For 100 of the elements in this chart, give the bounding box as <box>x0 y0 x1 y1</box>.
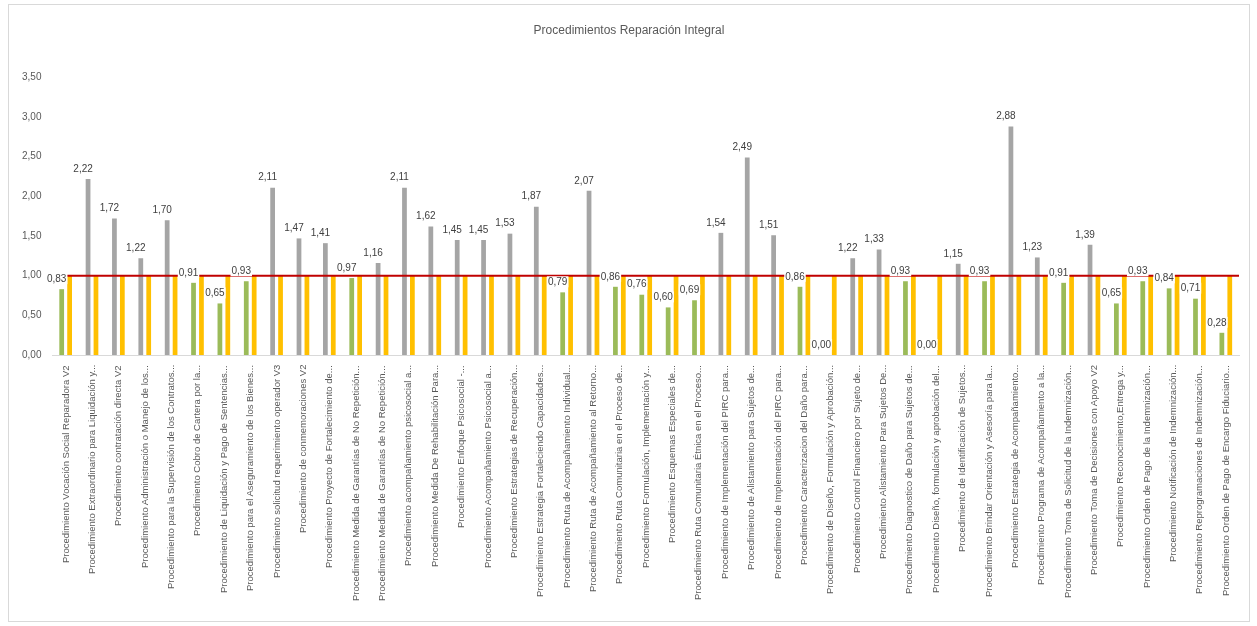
data-label: 0,00 <box>811 338 832 350</box>
data-label: 0,76 <box>627 278 647 290</box>
x-tick-label: Procedimiento Administración o Manejo de los... <box>138 365 151 570</box>
bar <box>541 275 547 355</box>
bar <box>726 275 732 355</box>
bar <box>990 275 995 355</box>
bar <box>665 307 671 355</box>
x-tick-label: Procedimiento Medida De Rehabilitación Para... <box>428 365 441 570</box>
x-tick-label: Procedimiento Caracterizacion del Daño para... <box>797 365 810 567</box>
data-label: 0,86 <box>785 270 806 282</box>
bar <box>330 275 336 355</box>
y-tick-label: 2,50 <box>21 150 42 162</box>
bar <box>112 218 117 355</box>
x-tick-label: Procedimiento Medida de Garantías de No Repetición... <box>376 365 389 603</box>
x-tick-label: Procedimiento Control Financiero por Sujeto de... <box>850 365 863 576</box>
bar <box>779 275 784 355</box>
bar <box>428 226 434 355</box>
bar <box>1140 281 1146 355</box>
bar <box>119 275 125 355</box>
data-label: 0,84 <box>1154 272 1175 284</box>
data-label: 1,72 <box>99 202 120 214</box>
bar <box>910 275 916 355</box>
data-label: 0,91 <box>1048 266 1069 278</box>
x-tick-label: Procedimiento Esquemas Especiales de... <box>666 365 679 545</box>
x-tick-label: Procedimiento para la Supervisión de los Contratos... <box>165 365 178 592</box>
y-tick-label: 3,00 <box>21 110 42 122</box>
data-label: 1,62 <box>416 210 436 222</box>
x-tick-label: Procedimiento de Identificación de Sujetos... <box>956 365 969 555</box>
data-label: 1,70 <box>152 203 173 215</box>
data-label: 1,23 <box>1022 241 1043 253</box>
bar <box>639 294 645 355</box>
bar <box>568 275 573 355</box>
x-tick-label: Procedimiento Programa de Acompañamiento a la... <box>1035 365 1048 588</box>
bar <box>850 258 856 355</box>
data-label: 1,87 <box>521 190 542 202</box>
bar <box>620 275 626 355</box>
data-label: 0,79 <box>547 276 568 288</box>
x-tick-label: Procedimiento Ruta Comunitaria Étnica en el Proceso... <box>692 365 705 602</box>
x-tick-label: Procedimiento acompañamiento psicosocial a... <box>402 365 415 569</box>
x-tick-label: Procedimiento Ruta de Acompañamiento Individual... <box>560 365 573 591</box>
data-label: 2,11 <box>390 171 410 183</box>
y-tick-label: 2,00 <box>21 190 42 202</box>
bar <box>278 275 283 355</box>
data-label: 0,91 <box>178 266 199 278</box>
bar <box>955 263 961 355</box>
bar <box>1201 275 1206 355</box>
data-label: 2,88 <box>996 110 1017 122</box>
x-tick-label: Procedimiento Toma de Decisiones con Apoyo V2 <box>1087 365 1100 577</box>
data-label: 1,22 <box>126 241 146 253</box>
data-label: 0,28 <box>1207 316 1228 328</box>
bar <box>1069 275 1074 355</box>
data-label: 1,16 <box>363 246 384 258</box>
bar <box>515 275 521 355</box>
x-tick-label: Procedimiento Enfoque Psicosocial -... <box>455 365 468 530</box>
x-tick-label: Procedimiento Reprogramaciones de Indemnización... <box>1193 365 1206 596</box>
bar <box>752 275 758 355</box>
data-label: 1,33 <box>864 233 885 245</box>
bar <box>560 292 566 355</box>
x-tick-label: Procedimiento de Liquidación y Pago de Sentencias... <box>217 365 230 595</box>
data-label: 0,71 <box>1180 282 1201 294</box>
bar <box>164 220 170 355</box>
data-label: 1,53 <box>495 217 516 229</box>
bar <box>59 289 65 355</box>
bar <box>225 275 231 355</box>
bar <box>771 235 776 355</box>
x-tick-label: Procedimiento de Implementación del PIRC para... <box>718 365 731 581</box>
bar <box>146 275 152 355</box>
x-tick-label: Procedimiento de conmemoraciones V2 <box>296 365 309 536</box>
bar <box>199 275 204 355</box>
bar <box>357 275 363 355</box>
x-tick-label: Procedimiento Ruta de Acompañamiento al Retorno... <box>586 365 599 595</box>
x-tick-label: Procedimiento Ruta Comunitaria en el Proceso de... <box>613 365 626 587</box>
data-label: 0,83 <box>46 272 67 284</box>
bar <box>1193 298 1198 355</box>
bar <box>489 275 494 355</box>
y-tick-label: 3,50 <box>21 71 42 83</box>
bar <box>138 258 144 355</box>
bar <box>402 187 407 355</box>
data-label: 1,54 <box>706 216 727 228</box>
data-label: 0,00 <box>917 338 937 350</box>
data-label: 1,45 <box>468 223 489 235</box>
bar <box>903 281 908 355</box>
x-tick-label: Procedimiento solicitud requerimiento operador V3 <box>270 365 283 581</box>
y-tick-label: 1,00 <box>21 269 42 281</box>
x-tick-label: Procedimiento Estrategia de Acompañamiento... <box>1008 365 1021 571</box>
data-label: 1,45 <box>442 223 463 235</box>
data-label: 0,86 <box>600 270 621 282</box>
data-label: 0,93 <box>231 264 252 276</box>
x-tick-label: Procedimiento Toma de Solicitud de la Indemnización... <box>1061 365 1074 601</box>
x-tick-label: Procedimiento Orden de Pago de la Indemnización... <box>1140 365 1153 590</box>
data-label: 0,97 <box>337 261 357 273</box>
bar <box>647 275 653 355</box>
bar <box>191 282 196 355</box>
bar <box>937 275 943 355</box>
data-label: 0,60 <box>653 291 674 303</box>
data-label: 0,93 <box>890 264 911 276</box>
bar <box>243 281 249 355</box>
chart-title: Procedimientos Reparación Integral <box>533 22 725 37</box>
bar <box>533 206 539 355</box>
x-tick-label: Procedimiento Proyecto de Fortalecimiento de... <box>323 365 336 570</box>
